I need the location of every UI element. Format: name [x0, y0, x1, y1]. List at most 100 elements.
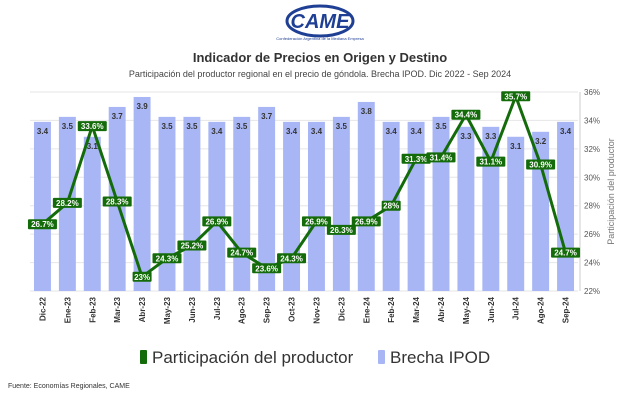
line-point-marker — [381, 200, 401, 211]
line-point-label: 24.7% — [230, 249, 253, 258]
line-point-label: 24.3% — [280, 254, 303, 263]
bar — [83, 136, 101, 291]
x-tick-label: Ene-24 — [362, 296, 371, 323]
bar-label: 3.1 — [510, 142, 522, 151]
line-point-label: 26.3% — [330, 226, 353, 235]
y-tick-label: 36% — [584, 88, 600, 97]
bar-label: 3.4 — [37, 127, 49, 136]
legend-swatch-line — [140, 350, 147, 364]
bar-label: 3.3 — [485, 132, 497, 141]
line-point-marker — [52, 197, 82, 208]
line-point-label: 31.1% — [479, 158, 502, 167]
svg-text:CAME: CAME — [291, 11, 351, 33]
came-logo: CAME Confederación Argentina de la Media… — [270, 4, 370, 46]
bar-label: 3.3 — [460, 132, 472, 141]
bar — [357, 101, 375, 291]
line-point-marker — [476, 156, 506, 167]
line-point-marker — [351, 216, 381, 227]
bar-label: 3.4 — [386, 127, 398, 136]
bar-label: 3.7 — [112, 112, 124, 121]
line-point-label: 28.3% — [106, 197, 129, 206]
line-point-label: 25.2% — [181, 242, 204, 251]
line-point-label: 23% — [134, 273, 150, 282]
bar — [332, 116, 350, 291]
bar — [208, 121, 226, 291]
x-tick-label: Ago-24 — [537, 296, 546, 324]
x-tick-label: Mar-24 — [412, 296, 421, 322]
x-tick-label: Nov-23 — [312, 296, 321, 323]
bar-label: 3.4 — [211, 127, 223, 136]
line-point-label: 24.3% — [156, 254, 179, 263]
line-point-marker — [301, 216, 331, 227]
bar-label: 3.9 — [137, 102, 149, 111]
line-point-marker — [102, 196, 132, 207]
line-point-label: 31.4% — [430, 153, 453, 162]
x-tick-label: Abr-23 — [138, 296, 147, 322]
line-point-label: 31.3% — [405, 155, 428, 164]
line-point-marker — [451, 109, 481, 120]
source-note: Fuente: Economías Regionales, CAME — [8, 383, 130, 390]
bar — [407, 121, 425, 291]
bar-label: 3.2 — [535, 137, 547, 146]
line-point-label: 28.2% — [56, 199, 79, 208]
bar — [307, 121, 325, 291]
line-point-marker — [132, 271, 152, 282]
line-point-marker — [177, 240, 207, 251]
line-point-label: 35.7% — [504, 92, 527, 101]
y-tick-label: 34% — [584, 116, 600, 125]
line-point-marker — [426, 152, 456, 163]
y-tick-label: 30% — [584, 173, 600, 182]
bar — [158, 116, 176, 291]
x-tick-label: Feb-23 — [88, 296, 97, 322]
bar-label: 3.8 — [361, 107, 373, 116]
line-point-marker — [277, 253, 307, 264]
y-tick-label: 24% — [584, 259, 600, 268]
came-logo-mark: CAME — [285, 4, 355, 38]
line-point-marker — [501, 91, 531, 102]
x-tick-label: Ago-23 — [238, 296, 247, 324]
x-tick-label: Mar-23 — [113, 296, 122, 322]
line-point-label: 26.9% — [205, 217, 228, 226]
bar-label: 3.5 — [236, 122, 248, 131]
bar-label: 3.4 — [311, 127, 323, 136]
bar-label: 3.5 — [62, 122, 74, 131]
x-tick-label: Oct-23 — [288, 296, 297, 321]
line-point-marker — [326, 224, 356, 235]
line-point-label: 30.9% — [529, 160, 552, 169]
x-tick-label: Ene-23 — [63, 296, 72, 323]
x-tick-label: Jul-23 — [213, 296, 222, 320]
bar — [258, 106, 276, 291]
y-axis-title: Participación del productor — [606, 138, 616, 245]
line-point-label: 23.6% — [255, 264, 278, 273]
y-tick-label: 26% — [584, 230, 600, 239]
bar-label: 3.4 — [286, 127, 298, 136]
y-tick-label: 28% — [584, 202, 600, 211]
x-tick-label: Jul-24 — [512, 296, 521, 320]
line-point-marker — [401, 153, 431, 164]
line-point-label: 26.7% — [31, 220, 54, 229]
bar — [133, 96, 151, 291]
bar — [532, 131, 550, 291]
x-tick-label: May-23 — [163, 296, 172, 324]
line-point-marker — [551, 247, 581, 258]
line-point-marker — [27, 219, 57, 230]
logo-tagline: Confederación Argentina de la Mediana Em… — [276, 36, 364, 41]
bar-label: 3.5 — [186, 122, 198, 131]
x-tick-label: Feb-24 — [387, 296, 396, 322]
participation-line — [41, 94, 567, 279]
bar-label: 3.7 — [261, 112, 273, 121]
line-point-label: 26.9% — [355, 217, 378, 226]
bar — [457, 126, 475, 291]
bar — [283, 121, 301, 291]
line-point-label: 26.9% — [305, 217, 328, 226]
bar — [482, 126, 500, 291]
y-tick-label: 22% — [584, 287, 600, 296]
bar — [507, 136, 525, 291]
bar-label: 3.4 — [560, 127, 572, 136]
line-point-marker — [252, 263, 282, 274]
line-point-marker — [77, 121, 107, 132]
bar-label: 3.4 — [411, 127, 423, 136]
bar — [432, 116, 450, 291]
line-point-marker — [526, 159, 556, 170]
